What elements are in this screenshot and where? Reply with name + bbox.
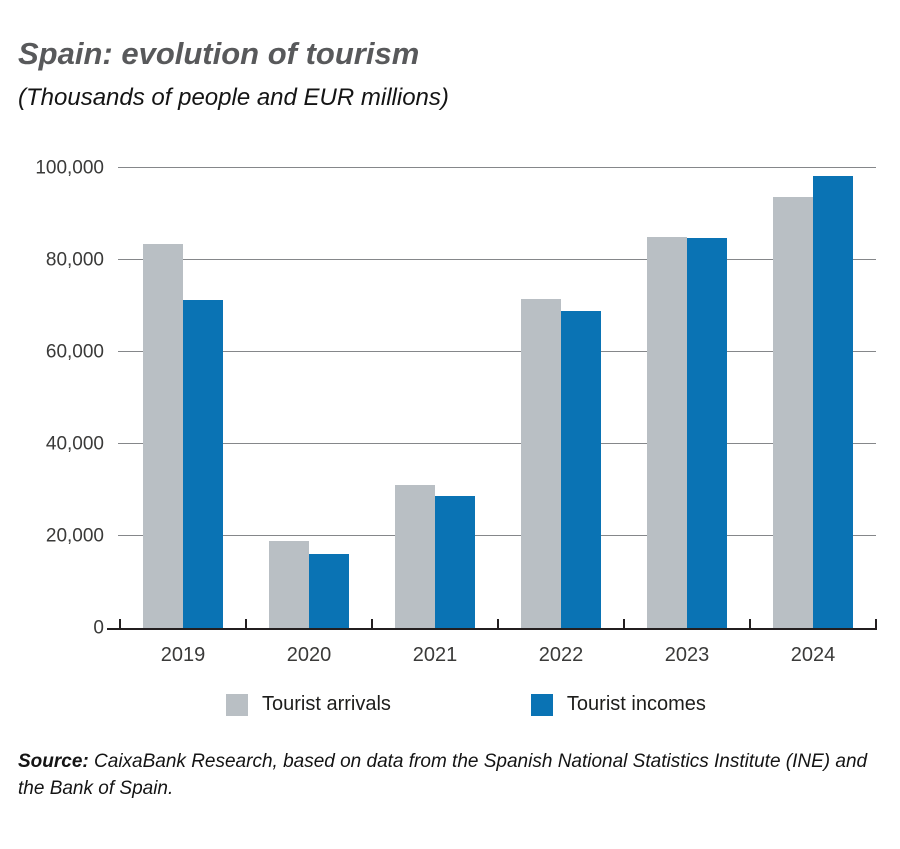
- x-axis-tick-label: 2024: [790, 644, 836, 666]
- bar-tourist-arrivals-2023: [647, 236, 687, 628]
- x-axis-tick: [370, 619, 373, 628]
- source-text: CaixaBank Research, based on data from t…: [18, 751, 868, 799]
- y-axis-tick-label: 80,000: [45, 249, 104, 271]
- bar-tourist-incomes-2019: [183, 300, 223, 628]
- gridline: [118, 535, 876, 536]
- legend-swatch-icon: [226, 693, 248, 716]
- bar-group-2022: 2022: [498, 168, 624, 666]
- x-axis-tick: [119, 619, 121, 628]
- x-axis-tick: [622, 619, 625, 628]
- bar-group-2020: 2020: [246, 168, 372, 666]
- y-axis-tick-label: 60,000: [45, 341, 104, 363]
- chart-subtitle: (Thousands of people and EUR millions): [18, 84, 449, 111]
- gridline: [118, 351, 876, 352]
- bar-tourist-incomes-2020: [309, 553, 349, 628]
- legend-label: Tourist incomes: [566, 693, 706, 715]
- bar-group-2024: 2024: [750, 168, 876, 666]
- y-axis-tick-label: 40,000: [45, 433, 104, 455]
- x-axis-tick-label: 2023: [664, 644, 710, 666]
- x-axis-tick-label: 2021: [412, 644, 458, 666]
- x-axis-tick: [497, 619, 499, 628]
- bar-tourist-incomes-2024: [813, 175, 853, 628]
- chart-title: Spain: evolution of tourism: [18, 36, 420, 71]
- x-axis-tick: [875, 619, 877, 628]
- legend: Tourist arrivals Tourist incomes: [226, 693, 706, 716]
- y-axis-tick-label: 0: [93, 617, 104, 639]
- bar-tourist-arrivals-2020: [269, 541, 309, 628]
- x-axis-tick-label: 2019: [160, 644, 206, 666]
- bar-tourist-arrivals-2024: [773, 196, 813, 628]
- y-axis-tick-label: 20,000: [45, 525, 104, 547]
- legend-swatch-icon: [530, 693, 553, 716]
- x-axis-tick: [749, 619, 751, 628]
- x-axis-line: [107, 628, 877, 630]
- legend-item: Tourist incomes: [530, 693, 706, 716]
- legend-label: Tourist arrivals: [262, 693, 391, 715]
- bar-tourist-arrivals-2022: [521, 299, 561, 628]
- bar-tourist-incomes-2021: [435, 495, 475, 628]
- bar-tourist-arrivals-2021: [395, 484, 435, 628]
- plot-area: 0 20,000 40,000 60,000 80,000 100,000 2019 2020…: [35, 159, 877, 666]
- gridline: [118, 259, 876, 260]
- bar-tourist-arrivals-2019: [143, 243, 183, 628]
- bar-tourist-incomes-2023: [687, 237, 727, 628]
- x-axis-tick-label: 2020: [286, 644, 332, 666]
- legend-item: Tourist arrivals: [226, 693, 391, 716]
- y-axis-tick-label: 100,000: [35, 157, 104, 179]
- bar-group-2023: 2023: [624, 168, 750, 666]
- source-note: Source: CaixaBank Research, based on dat…: [18, 748, 890, 802]
- bar-group-2021: 2021: [372, 168, 498, 666]
- bar-tourist-incomes-2022: [561, 311, 601, 628]
- source-label: Source:: [18, 751, 89, 772]
- gridline: [118, 443, 876, 444]
- gridline: [118, 167, 876, 168]
- x-axis-tick-label: 2022: [538, 644, 584, 666]
- bar-group-2019: 2019: [120, 168, 246, 666]
- x-axis-tick: [244, 619, 247, 628]
